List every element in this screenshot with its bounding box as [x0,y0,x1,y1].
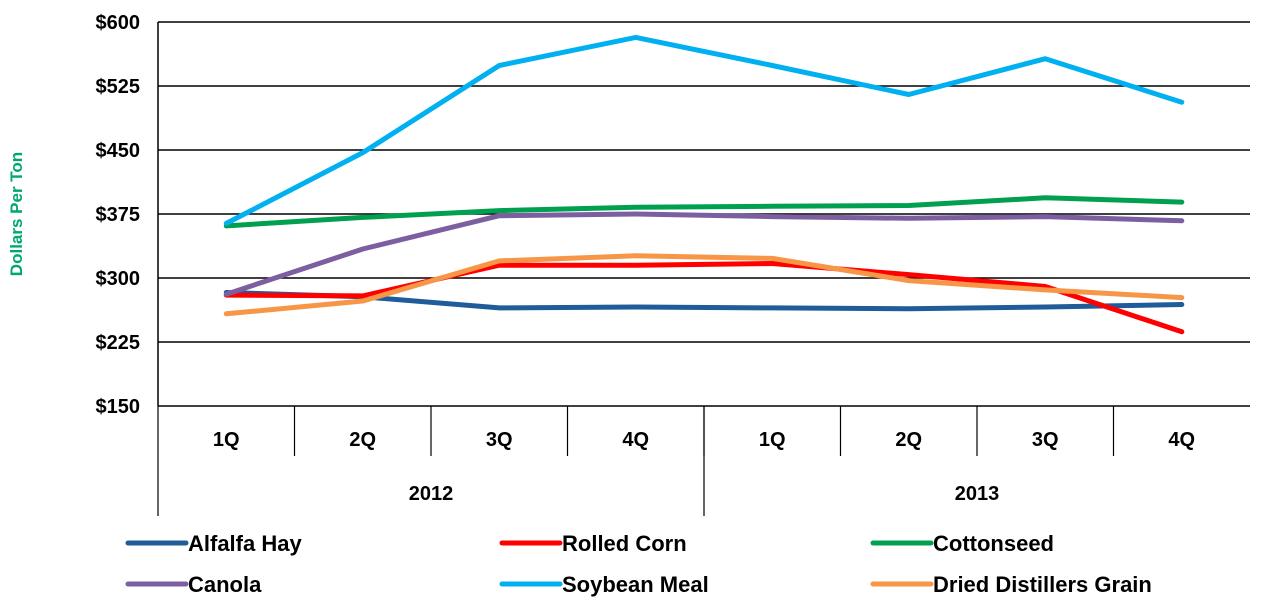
series-line-2 [223,195,1185,229]
y-tick-label: $375 [96,204,141,226]
y-axis-ticks: $600 $525 $450 $375 $300 $225 $150 [96,12,141,418]
series-line-1 [223,261,1185,335]
x-tick-label: 1Q [213,429,240,451]
y-tick-label: $225 [96,332,141,354]
x-tick-label: 2Q [895,429,922,451]
legend-label: Cottonseed [933,531,1054,556]
y-tick-label: $525 [96,76,141,98]
x-tick-label: 4Q [1168,429,1195,451]
series-line-3 [223,211,1185,297]
x-tick-label: 2Q [349,429,376,451]
x-tick-label: 3Q [486,429,513,451]
y-tick-label: $600 [96,12,141,34]
series-line-4 [223,34,1185,226]
x-axis: 1Q 2Q 3Q 4Q 1Q 2Q 3Q 4Q 2012 2013 [157,406,1195,516]
legend-label: Soybean Meal [562,572,709,597]
y-tick-label: $450 [96,140,141,162]
y-tick-label: $300 [96,268,141,290]
y-axis-label: Dollars Per Ton [7,152,26,276]
x-tick-label: 4Q [622,429,649,451]
y-tick-label: $150 [96,396,141,418]
legend-label: Dried Distillers Grain [933,572,1152,597]
legend-label: Rolled Corn [562,531,687,556]
series-line-0 [223,290,1185,312]
x-group-label: 2013 [955,483,1000,505]
gridlines [157,21,1250,407]
legend-label: Alfalfa Hay [188,531,302,556]
x-tick-label: 1Q [759,429,786,451]
x-group-label: 2012 [409,483,454,505]
legend: Alfalfa Hay Rolled Corn Cottonseed Canola So… [125,531,1152,597]
series-line-5 [223,253,1185,317]
x-tick-label: 3Q [1032,429,1059,451]
series-lines [223,34,1185,335]
legend-label: Canola [188,572,262,597]
